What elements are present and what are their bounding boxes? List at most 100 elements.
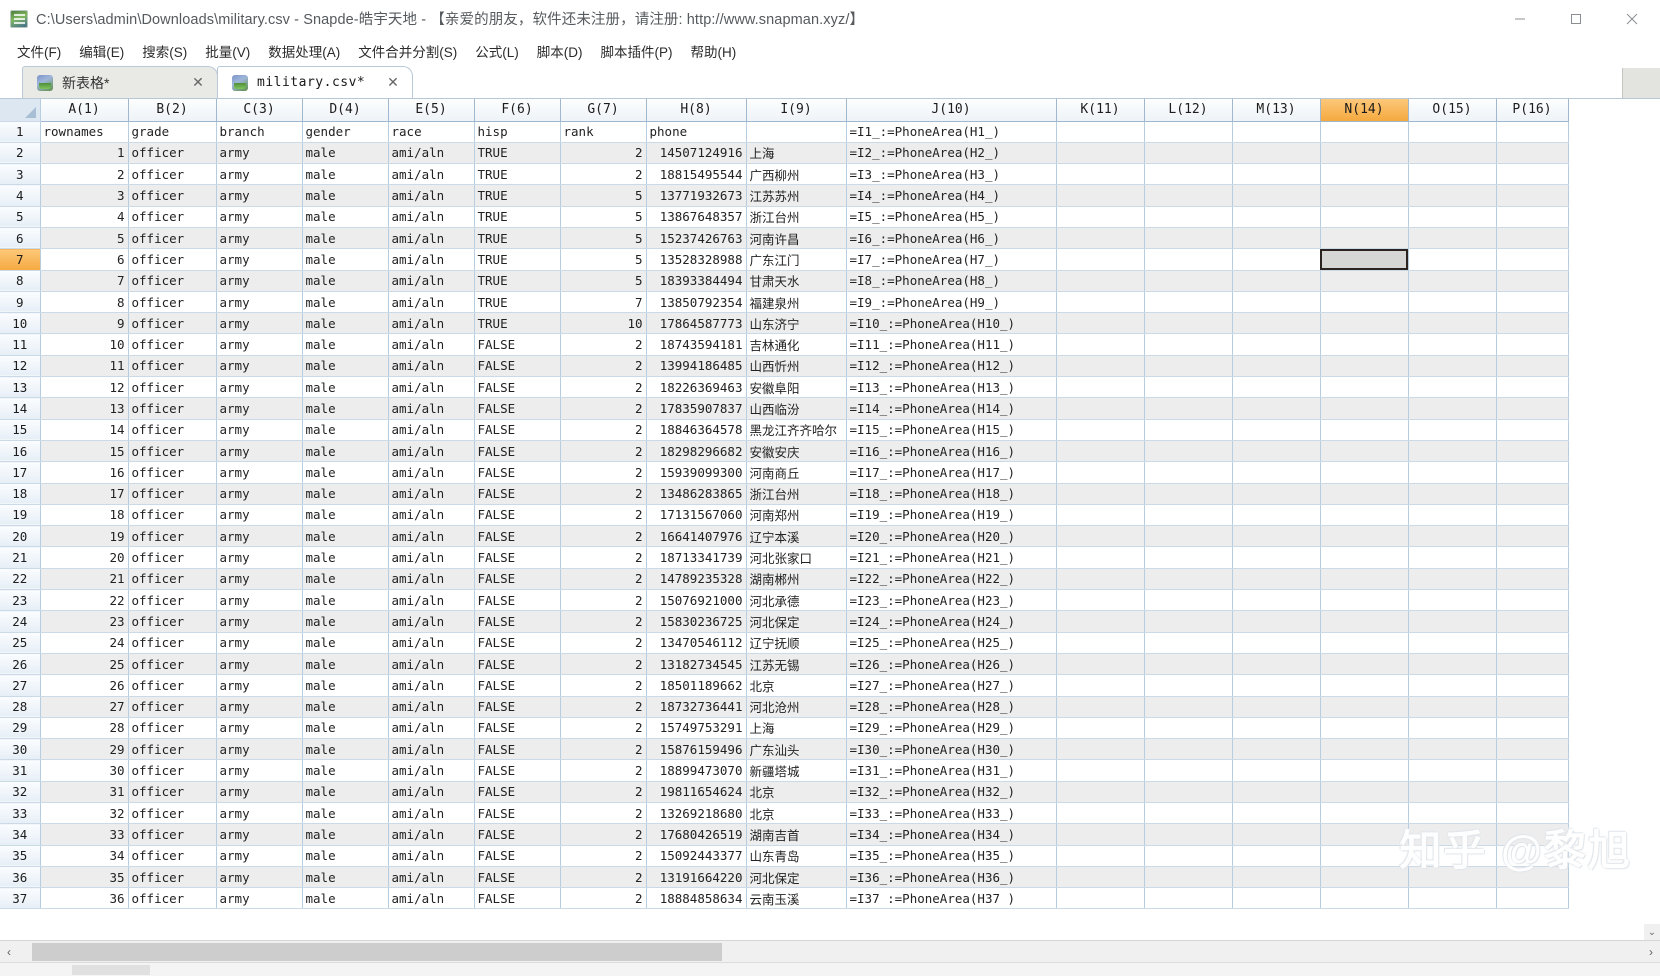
cell-I9-1[interactable] — [746, 121, 847, 143]
hscroll-track[interactable] — [18, 940, 1642, 963]
cell-H8-28[interactable]: 18732736441 — [646, 696, 747, 718]
cell-L12-2[interactable] — [1144, 142, 1233, 165]
cell-E5-28[interactable]: ami/aln — [388, 696, 475, 718]
cell-C3-10[interactable]: army — [216, 312, 303, 335]
cell-O15-27[interactable] — [1408, 674, 1497, 697]
cell-C3-29[interactable]: army — [216, 717, 303, 740]
menu-item-3[interactable]: 批量(V) — [205, 44, 251, 60]
cell-O15-24[interactable] — [1408, 610, 1497, 633]
table-row[interactable]: 37 36 officer army male ami/aln FALSE 2 18884858… — [0, 887, 1569, 910]
cell-B2-26[interactable]: officer — [128, 653, 217, 676]
cell-L12-25[interactable] — [1144, 632, 1233, 654]
cell-D4-7[interactable]: male — [302, 248, 389, 271]
cell-B2-34[interactable]: officer — [128, 823, 217, 846]
cell-B2-3[interactable]: officer — [128, 163, 217, 186]
cell-H8-20[interactable]: 16641407976 — [646, 525, 747, 548]
cell-F6-6[interactable]: TRUE — [474, 227, 561, 250]
cell-P16-35[interactable] — [1496, 845, 1569, 867]
cell-O15-18[interactable] — [1408, 483, 1497, 505]
cell-M13-5[interactable] — [1232, 206, 1321, 228]
cell-I9-29[interactable]: 上海 — [746, 717, 847, 740]
cell-K11-2[interactable] — [1056, 142, 1145, 165]
menu-item-8[interactable]: 脚本插件(P) — [600, 44, 673, 60]
select-all-corner[interactable] — [0, 99, 41, 122]
cell-G7-20[interactable]: 2 — [560, 525, 647, 548]
cell-I9-30[interactable]: 广东汕头 — [746, 738, 847, 761]
menu-item-0[interactable]: 文件(F) — [17, 44, 62, 60]
cell-D4-25[interactable]: male — [302, 632, 389, 654]
cell-O15-6[interactable] — [1408, 227, 1497, 250]
cell-B2-17[interactable]: officer — [128, 461, 217, 484]
cell-L12-35[interactable] — [1144, 845, 1233, 867]
cell-K11-22[interactable] — [1056, 568, 1145, 591]
cell-A1-16[interactable]: 15 — [40, 440, 129, 463]
cell-N14-36[interactable] — [1320, 866, 1409, 889]
cell-D4-19[interactable]: male — [302, 504, 389, 527]
cell-H8-35[interactable]: 15092443377 — [646, 845, 747, 867]
cell-G7-12[interactable]: 2 — [560, 355, 647, 378]
cell-D4-26[interactable]: male — [302, 653, 389, 676]
cell-H8-13[interactable]: 18226369463 — [646, 376, 747, 399]
cell-C3-4[interactable]: army — [216, 184, 303, 207]
cell-P16-15[interactable] — [1496, 419, 1569, 441]
cell-O15-25[interactable] — [1408, 632, 1497, 654]
cell-F6-26[interactable]: FALSE — [474, 653, 561, 676]
cell-I9-6[interactable]: 河南许昌 — [746, 227, 847, 250]
cell-A1-8[interactable]: 7 — [40, 270, 129, 292]
cell-J10-37[interactable]: =I37 :=PhoneArea(H37 ) — [846, 887, 1057, 910]
column-header-A1[interactable]: A(1) — [40, 99, 129, 122]
cell-M13-7[interactable] — [1232, 248, 1321, 271]
cell-H8-27[interactable]: 18501189662 — [646, 674, 747, 697]
cell-N14-17[interactable] — [1320, 461, 1409, 484]
cell-L12-29[interactable] — [1144, 717, 1233, 740]
cell-A1-5[interactable]: 4 — [40, 206, 129, 228]
cell-P16-17[interactable] — [1496, 461, 1569, 484]
cell-O15-17[interactable] — [1408, 461, 1497, 484]
cell-K11-28[interactable] — [1056, 696, 1145, 718]
cell-N14-30[interactable] — [1320, 738, 1409, 761]
cell-D4-37[interactable]: male — [302, 887, 389, 910]
cell-N14-25[interactable] — [1320, 632, 1409, 654]
cell-J10-11[interactable]: =I11_:=PhoneArea(H11_) — [846, 333, 1057, 356]
cell-P16-3[interactable] — [1496, 163, 1569, 186]
cell-G7-6[interactable]: 5 — [560, 227, 647, 250]
cell-A1-3[interactable]: 2 — [40, 163, 129, 186]
cell-D4-3[interactable]: male — [302, 163, 389, 186]
cell-J10-20[interactable]: =I20_:=PhoneArea(H20_) — [846, 525, 1057, 548]
cell-I9-35[interactable]: 山东青岛 — [746, 845, 847, 867]
cell-B2-19[interactable]: officer — [128, 504, 217, 527]
cell-D4-8[interactable]: male — [302, 270, 389, 292]
cell-L12-12[interactable] — [1144, 355, 1233, 378]
cell-L12-10[interactable] — [1144, 312, 1233, 335]
cell-H8-25[interactable]: 13470546112 — [646, 632, 747, 654]
cell-J10-31[interactable]: =I31_:=PhoneArea(H31_) — [846, 759, 1057, 782]
cell-E5-24[interactable]: ami/aln — [388, 610, 475, 633]
cell-O15-20[interactable] — [1408, 525, 1497, 548]
cell-B2-1[interactable]: grade — [128, 121, 217, 143]
cell-P16-5[interactable] — [1496, 206, 1569, 228]
cell-K11-8[interactable] — [1056, 270, 1145, 292]
cell-C3-25[interactable]: army — [216, 632, 303, 654]
cell-E5-7[interactable]: ami/aln — [388, 248, 475, 271]
cell-D4-18[interactable]: male — [302, 483, 389, 505]
cell-M13-29[interactable] — [1232, 717, 1321, 740]
cell-D4-13[interactable]: male — [302, 376, 389, 399]
cell-K11-20[interactable] — [1056, 525, 1145, 548]
cell-G7-33[interactable]: 2 — [560, 802, 647, 825]
cell-C3-28[interactable]: army — [216, 696, 303, 718]
cell-J10-23[interactable]: =I23_:=PhoneArea(H23_) — [846, 589, 1057, 612]
cell-I9-17[interactable]: 河南商丘 — [746, 461, 847, 484]
cell-L12-9[interactable] — [1144, 291, 1233, 314]
cell-N14-3[interactable] — [1320, 163, 1409, 186]
cell-A1-33[interactable]: 32 — [40, 802, 129, 825]
cell-M13-20[interactable] — [1232, 525, 1321, 548]
table-row[interactable]: 29 28 officer army male ami/aln FALSE 2 15749753… — [0, 717, 1569, 740]
row-header-15[interactable]: 15 — [0, 419, 41, 441]
table-row[interactable]: 4 3 officer army male ami/aln TRUE 5 13771932673… — [0, 184, 1569, 207]
cell-P16-25[interactable] — [1496, 632, 1569, 654]
cell-H8-15[interactable]: 18846364578 — [646, 419, 747, 441]
cell-B2-5[interactable]: officer — [128, 206, 217, 228]
cell-N14-34[interactable] — [1320, 823, 1409, 846]
cell-L12-3[interactable] — [1144, 163, 1233, 186]
cell-O15-7[interactable] — [1408, 248, 1497, 271]
